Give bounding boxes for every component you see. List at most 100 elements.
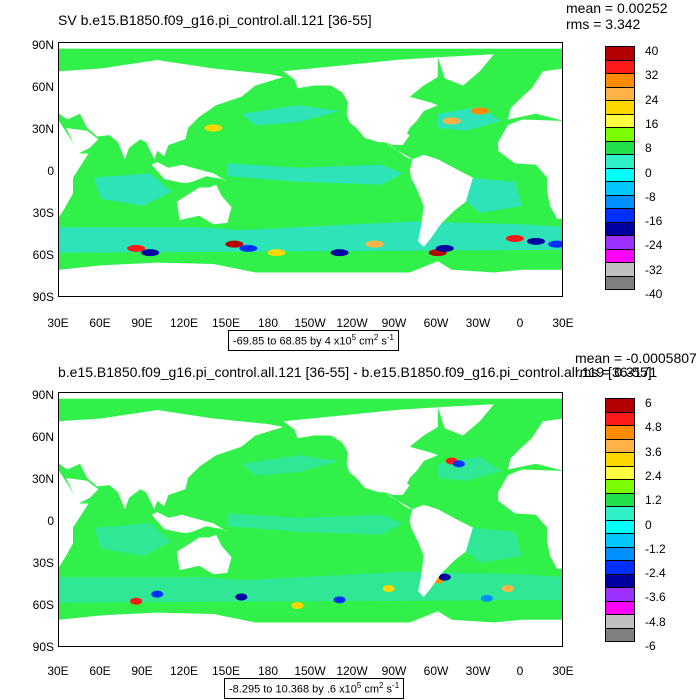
antarctica (59, 622, 562, 646)
lon-label: 60W (423, 664, 449, 678)
colorbar-label: 8 (645, 141, 652, 156)
landmass (437, 404, 494, 436)
anomaly-patch (130, 597, 143, 605)
colorbar-swatch (605, 506, 635, 521)
colorbar-label: 6 (645, 396, 652, 410)
anomaly-patch (452, 460, 465, 468)
colorbar-swatch (605, 221, 635, 236)
colorbar-swatch (605, 73, 635, 88)
lat-label: 90S (32, 640, 54, 654)
anomaly-patch (365, 240, 384, 248)
colorbar-swatch (605, 194, 635, 209)
lat-label: 30S (32, 556, 54, 570)
landmass (283, 57, 438, 146)
lon-label: 60W (423, 316, 449, 330)
map-title: b.e15.B1850.f09_g16.pi_control.all.121 [… (58, 364, 652, 380)
lon-label: 150E (211, 664, 241, 678)
lon-label: 90W (381, 664, 407, 678)
anomaly-patch (151, 590, 164, 598)
range-tail-exponent: -1 (392, 681, 400, 690)
colorbar-label: -8 (645, 189, 656, 204)
anomaly-patch (438, 573, 451, 581)
lon-label: 120E (169, 664, 199, 678)
range-text: -69.85 to 68.85 by 4 x10 (233, 335, 352, 348)
lon-label: 0 (516, 316, 524, 330)
colorbar-label: -3.6 (645, 590, 666, 605)
lon-label: 30E (552, 664, 574, 678)
colorbar-swatch (605, 248, 635, 263)
ocean-anomaly-band (94, 523, 172, 556)
landmass (409, 504, 473, 597)
colorbar-swatch (605, 519, 635, 534)
colorbar-swatch (605, 181, 635, 196)
colorbar-swatch (605, 533, 635, 548)
lon-label: 120W (336, 664, 368, 678)
anomaly-patch (442, 117, 461, 125)
colorbar-label: -24 (645, 238, 663, 253)
landmass (59, 470, 89, 568)
colorbar-label: -6 (645, 639, 656, 653)
anomaly-patch (526, 237, 545, 245)
landmass (507, 68, 562, 121)
colorbar-swatch (605, 59, 635, 74)
colorbar-swatch (605, 100, 635, 115)
colorbar-swatch (605, 262, 635, 277)
colorbar-swatch (605, 492, 635, 507)
colorbar-label: 3.6 (645, 444, 662, 459)
anomaly-patch (435, 244, 454, 252)
colorbar-label: 32 (645, 68, 659, 83)
lon-label: 30E (47, 316, 69, 330)
colorbar-label: -2.4 (645, 566, 666, 581)
colorbar-swatch (605, 546, 635, 561)
anomaly-patch (204, 124, 223, 132)
colorbar-swatch (605, 46, 635, 61)
landmass (151, 512, 228, 534)
anomaly-patch (470, 107, 489, 115)
rms-stat: rms = 3.342 (566, 16, 641, 32)
colorbar-swatch (605, 627, 635, 642)
colorbar-swatch (605, 573, 635, 588)
colorbar-swatch (605, 398, 635, 413)
anomaly-patch (333, 596, 346, 604)
landmass (283, 407, 438, 495)
anomaly-patch (141, 249, 160, 257)
landmass (59, 410, 284, 510)
ocean-anomaly-band (241, 455, 340, 476)
landmass (59, 120, 89, 218)
lat-label: 30N (31, 472, 54, 486)
range-text: -8.295 to 10.368 by .6 x10 (229, 683, 357, 696)
lat-label: 30N (31, 122, 54, 136)
lon-label: 120W (336, 316, 368, 330)
colorbar-swatch (605, 600, 635, 615)
anomaly-patch (291, 602, 304, 609)
landmass (66, 128, 99, 154)
anomaly-patch (239, 244, 258, 252)
anomaly-patch (505, 235, 524, 242)
lon-label: 150W (294, 664, 326, 678)
lon-label: 0 (516, 664, 524, 678)
lat-label: 90N (31, 38, 54, 52)
lat-label: 60N (31, 430, 54, 444)
ocean-anomaly-band (227, 163, 403, 185)
colorbar-swatch (605, 425, 635, 440)
lat-label: 0 (47, 164, 54, 178)
colorbar-swatch (605, 411, 635, 426)
anomaly-patch (267, 249, 286, 257)
colorbar-swatch (605, 208, 635, 223)
landmass (151, 162, 228, 184)
mean-stat: mean = 0.00252 (566, 0, 668, 16)
lon-label: 120E (169, 316, 199, 330)
colorbar-swatch (605, 479, 635, 494)
ocean-anomaly-band (227, 513, 403, 535)
map-graphic (59, 43, 562, 296)
colorbar-swatch (605, 113, 635, 128)
colorbar-label: 1.2 (645, 493, 662, 508)
bottom-map-panel: b.e15.B1850.f09_g16.pi_control.all.121 [… (0, 350, 700, 700)
map-graphic (59, 393, 562, 646)
lon-label: 30E (47, 664, 69, 678)
colorbar-swatch (605, 452, 635, 467)
colorbar-swatch (605, 127, 635, 142)
lon-label: 180 (257, 316, 279, 330)
map-plot-area (58, 392, 563, 647)
colorbar-label: 0 (645, 165, 652, 180)
